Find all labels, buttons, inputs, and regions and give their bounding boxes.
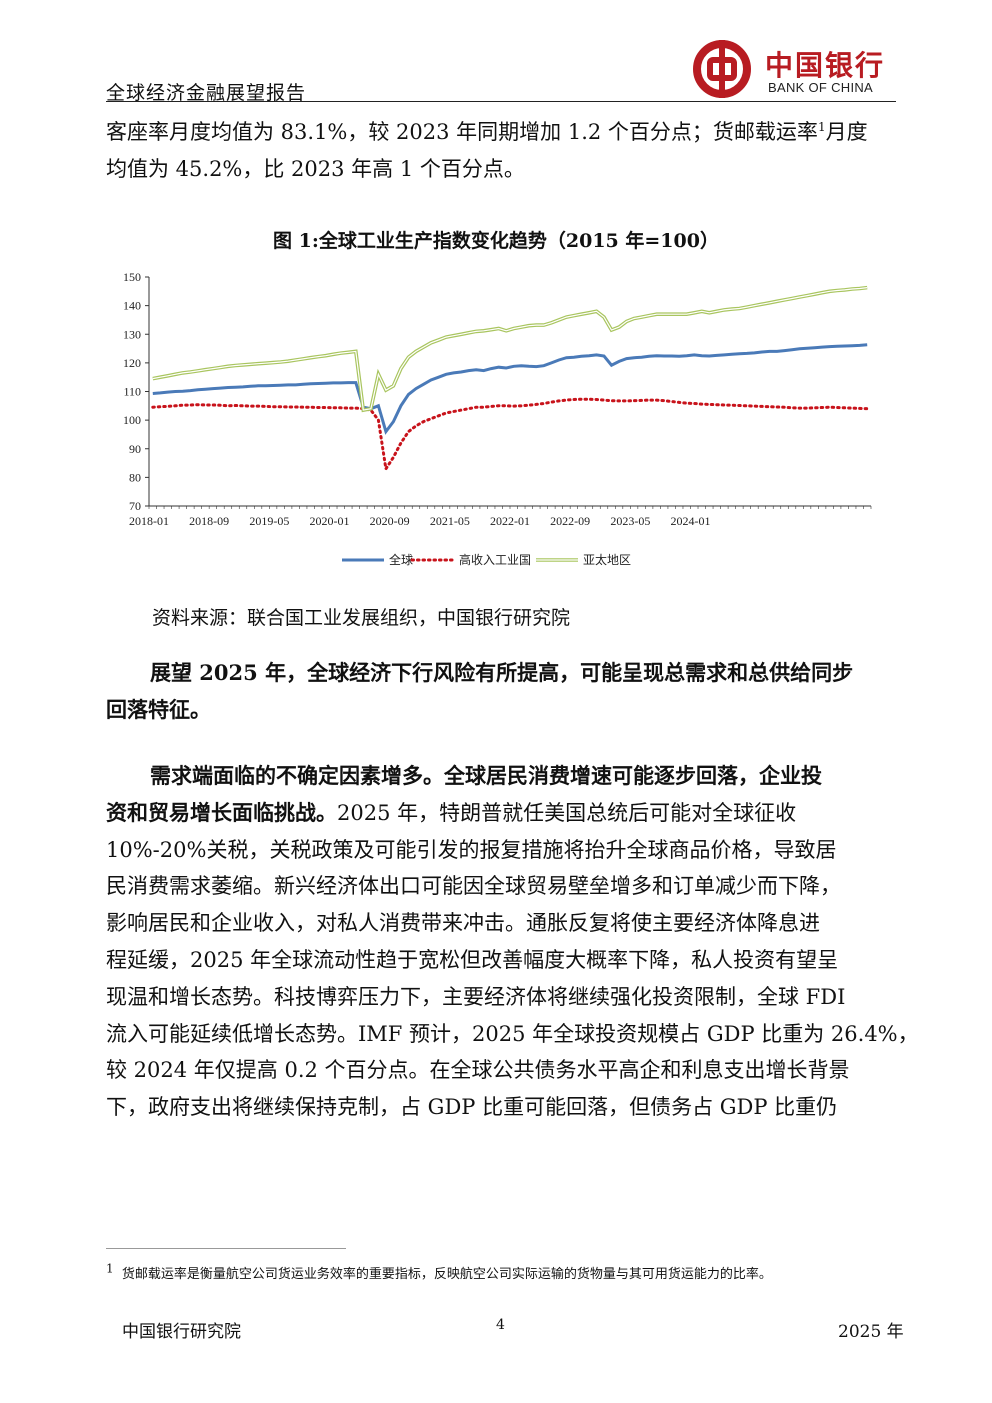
y-tick-label: 110 bbox=[123, 385, 141, 399]
paragraph-outlook: 展望 2025 年，全球经济下行风险有所提高，可能呈现总需求和总供给同步 回落特… bbox=[106, 660, 854, 722]
y-tick-label: 140 bbox=[123, 299, 141, 313]
bank-logo bbox=[693, 40, 751, 98]
x-tick-label: 2024-01 bbox=[671, 514, 711, 528]
logo-bar-icon bbox=[719, 40, 725, 98]
series-1 bbox=[151, 397, 869, 473]
footnote-text: 货邮载运率是衡量航空公司货运业务效率的重要指标，反映航空公司实际运输的货物量与其… bbox=[121, 1267, 772, 1282]
x-tick-label: 2020-09 bbox=[370, 514, 410, 528]
legend-label: 全球 bbox=[389, 552, 413, 567]
paragraph-demand: 需求端面临的不确定因素增多。全球居民消费增速可能逐步回落，企业投 资和贸易增长面… bbox=[106, 763, 919, 1120]
logo-english-name: BANK OF CHINA bbox=[768, 80, 874, 95]
legend-label: 高收入工业国 bbox=[459, 552, 531, 567]
footnote-ref: 1 bbox=[817, 120, 826, 134]
header-divider bbox=[106, 101, 896, 102]
legend-label: 亚太地区 bbox=[583, 552, 631, 567]
x-tick-label: 2020-01 bbox=[310, 514, 350, 528]
footnote: 1 货邮载运率是衡量航空公司货运业务效率的重要指标，反映航空公司实际运输的货物量… bbox=[106, 1263, 772, 1282]
page-number: 4 bbox=[496, 1317, 505, 1333]
y-tick-label: 80 bbox=[129, 470, 141, 484]
x-tick-label: 2019-05 bbox=[249, 514, 289, 528]
figure-source: 资料来源：联合国工业发展组织，中国银行研究院 bbox=[152, 607, 571, 629]
y-tick-label: 70 bbox=[129, 499, 141, 513]
footnote-divider bbox=[106, 1248, 346, 1249]
series-line bbox=[152, 343, 868, 435]
report-title: 全球经济金融展望报告 bbox=[106, 82, 307, 104]
x-tick-label: 2018-09 bbox=[189, 514, 229, 528]
x-tick-label: 2022-01 bbox=[490, 514, 530, 528]
series-2 bbox=[152, 285, 868, 413]
chart-axes: 70 80 90 100 110 120 130 140 150 2018-01 2018-09 20… bbox=[123, 270, 872, 528]
logo-chinese-name: 中国银行 bbox=[765, 49, 886, 82]
y-tick-label: 130 bbox=[123, 327, 141, 341]
y-tick-label: 150 bbox=[123, 270, 141, 284]
series-line bbox=[152, 285, 868, 413]
legend-item-2: 亚太地区 bbox=[536, 552, 631, 567]
legend-item-0: 全球 bbox=[342, 552, 413, 567]
series-line bbox=[151, 397, 869, 473]
series-0 bbox=[152, 343, 868, 435]
industrial-production-chart: 70 80 90 100 110 120 130 140 150 2018-01 2018-09 20… bbox=[123, 270, 872, 567]
series-line-inner bbox=[152, 287, 868, 411]
footer-year: 2025 年 bbox=[838, 1322, 904, 1342]
x-tick-label: 2021-05 bbox=[430, 514, 470, 528]
x-tick-label: 2018-01 bbox=[129, 514, 169, 528]
chart-legend: 全球 高收入工业国 亚太地区 bbox=[342, 552, 631, 567]
y-tick-label: 90 bbox=[129, 442, 141, 456]
legend-item-1: 高收入工业国 bbox=[410, 552, 531, 567]
y-tick-label: 120 bbox=[123, 356, 141, 370]
chart-lines bbox=[151, 285, 869, 473]
x-tick-label: 2022-09 bbox=[550, 514, 590, 528]
footnote-mark: 1 bbox=[106, 1261, 114, 1276]
paragraph-load-factor: 客座率月度均值为 83.1%，较 2023 年同期增加 1.2 个百分点；货邮载… bbox=[106, 120, 868, 181]
x-tick-label: 2023-05 bbox=[610, 514, 650, 528]
y-tick-label: 100 bbox=[123, 413, 141, 427]
figure-title: 图 1:全球工业生产指数变化趋势（2015 年=100） bbox=[273, 230, 719, 252]
footer-institution: 中国银行研究院 bbox=[122, 1322, 241, 1342]
